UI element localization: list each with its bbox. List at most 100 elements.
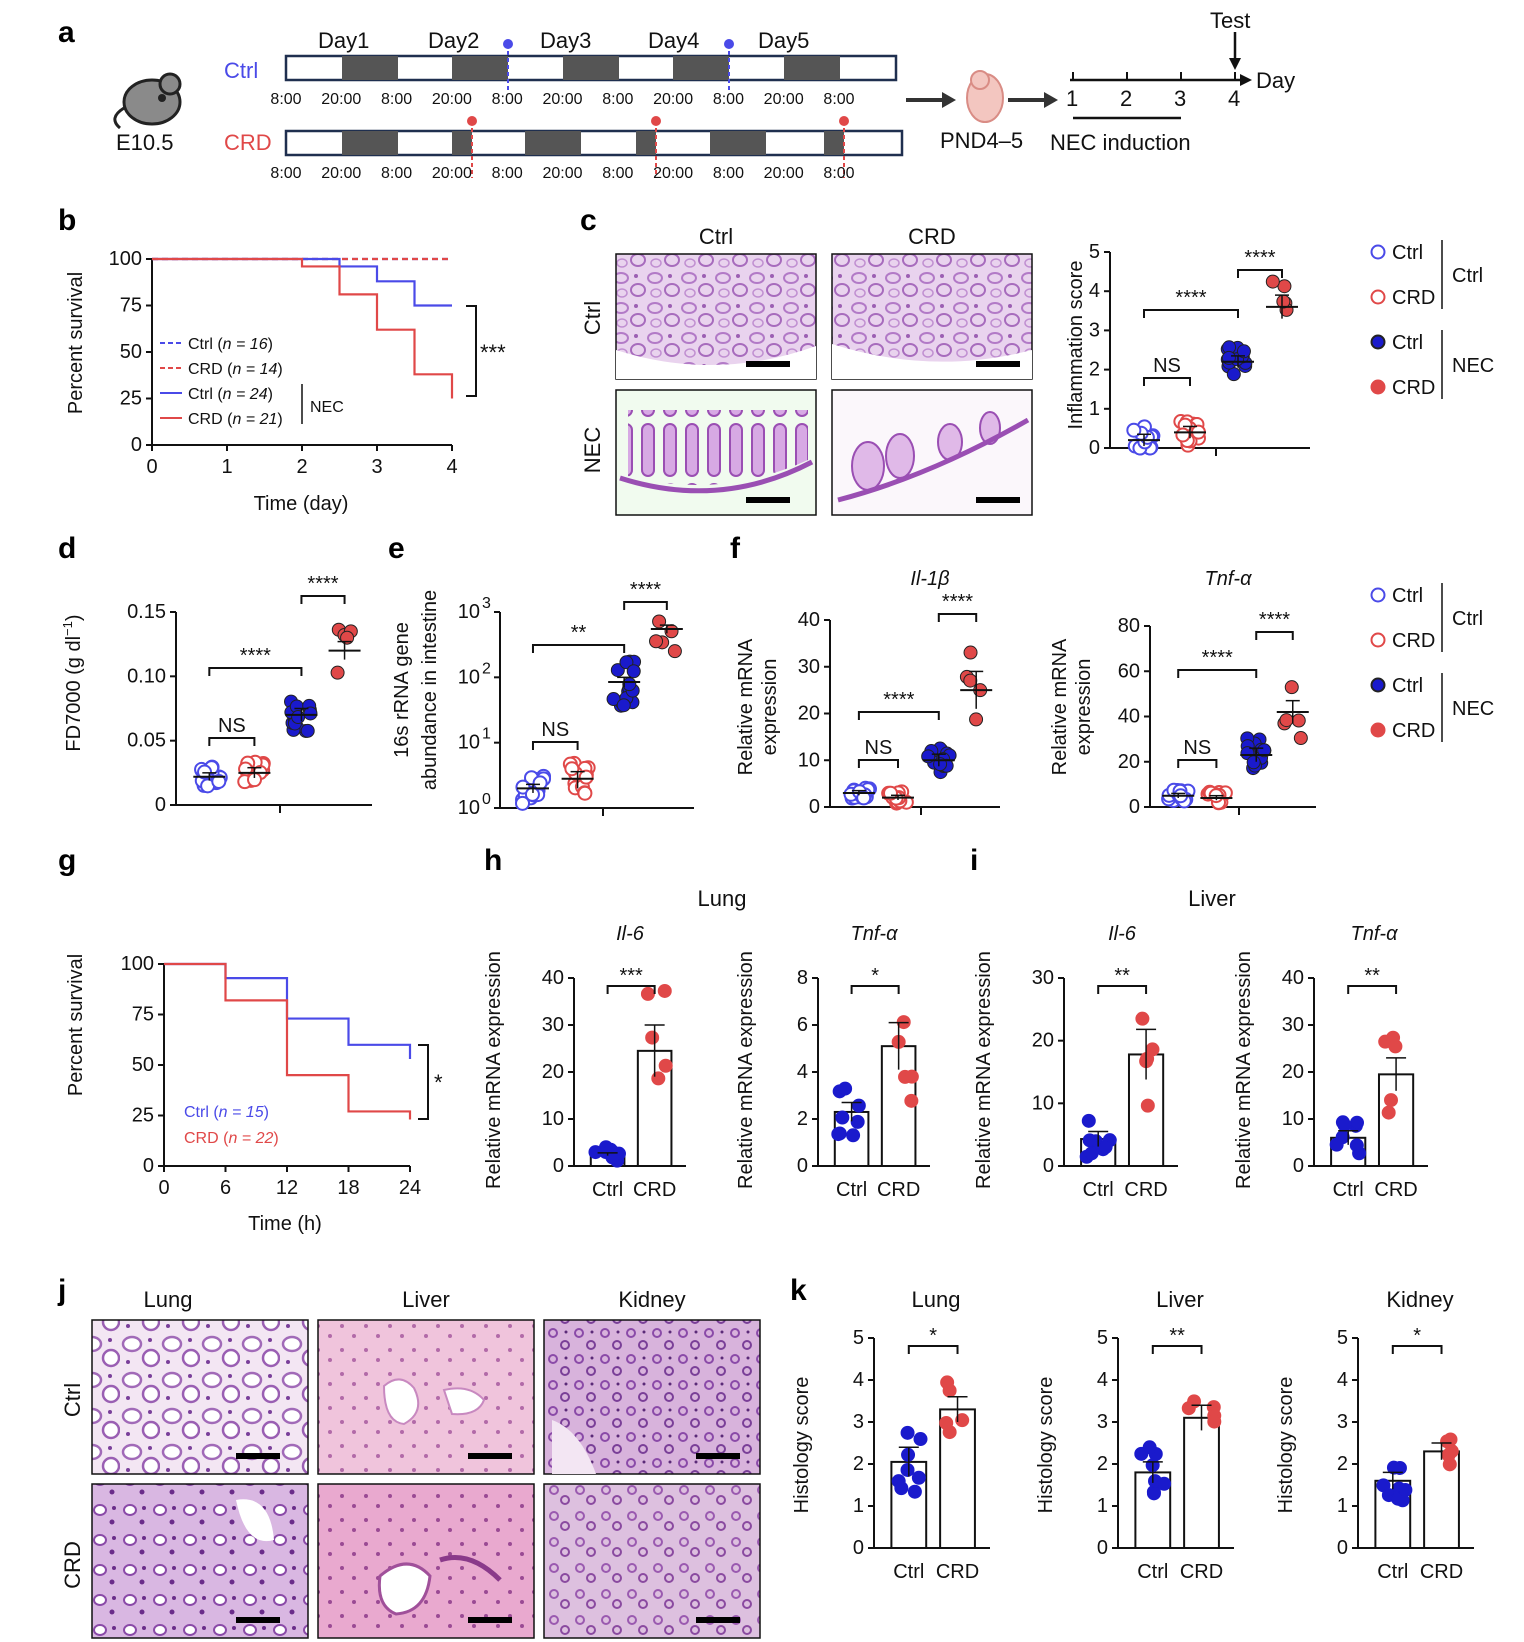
c-legend: Ctrl CRD Ctrl CRD Ctrl NEC [1370,240,1494,399]
k3-ylabel: Histology score [1275,1377,1297,1514]
f1-sig-bracket-ns [857,759,899,768]
f-legend: Ctrl CRD Ctrl CRD Ctrl NEC [1370,583,1494,742]
i2-dot [1388,1039,1403,1054]
d-dot [197,764,213,780]
crd-time-label: 8:00 [713,165,744,182]
f-title-il1b: Il-1β [910,568,949,590]
e-sig-mid: ** [571,622,587,644]
timeline-day-label: Day [1256,68,1295,93]
b-legend-1-name: CRD [188,361,223,378]
h2-dot [838,1081,853,1096]
d-sig-bracket-top [300,595,346,604]
d-ylabel-sup: −1 [60,621,75,636]
k1-y-tick-label: 3 [853,1411,864,1433]
crd-time-label: 20:00 [764,165,804,182]
b-x-tick-label: 1 [221,456,232,478]
f1-sig-mid: **** [883,689,914,711]
crd-dark-5 [710,131,766,155]
ctrl-time-label: 8:00 [270,91,301,108]
k1-x-tick-label: CRD [936,1561,979,1583]
f1-dot [963,673,978,688]
i1-dot [1084,1146,1099,1161]
h2-sig: * [871,965,879,987]
e-y-tick-exp: 1 [482,726,491,743]
d-sig-mid: **** [240,645,271,667]
e-dot [564,761,580,777]
e-sig-bracket-top [623,601,668,610]
c-image-ctrl-ctrl [615,253,817,380]
ctrl-time-label: 8:00 [492,91,523,108]
j-row-ctrl: Ctrl [60,1383,85,1417]
panel-i: Liver Il-6 Tnf-α Relative mRNA expressio… [973,886,1428,1201]
day-label-1: Day1 [318,28,369,53]
g-series-line-1 [164,962,412,1120]
c-legend-marker [1370,334,1386,350]
f2-dot [1279,713,1294,728]
h2-dot [904,1069,919,1084]
f1-sig-ns: NS [865,737,893,759]
k1-x-tick-label: Ctrl [893,1561,924,1583]
f2-sig-top: **** [1259,609,1290,631]
f1-y-tick-label: 0 [809,796,820,818]
k3-y-tick-label: 3 [1337,1411,1348,1433]
g-legend-0-n: n = 15 [219,1104,264,1121]
f-legend-group: NEC [1452,698,1494,720]
day-label-4: Day4 [648,28,699,53]
f2-sig-bracket-top [1255,631,1294,640]
k1-y-tick-label: 1 [853,1495,864,1517]
ctrl-time-label: 20:00 [764,91,804,108]
crd-time-label: 8:00 [270,165,301,182]
i1-x-tick-label: Ctrl [1083,1179,1114,1201]
panel-a: E10.5 Day1 Day2 Day3 Day4 Day5 Ctrl CRD … [113,8,1295,182]
nec-induction-label: NEC induction [1050,130,1191,155]
f-legend-group: Ctrl [1452,608,1483,630]
c-sig-ns: NS [1153,355,1181,377]
f2-dot [1291,713,1306,728]
e-y-tick-label: 10 [458,601,480,623]
j-col-liver: Liver [402,1287,450,1312]
e-ylabel-2: abundance in intestine [419,590,441,790]
e-dot [610,663,625,678]
c-dot [1226,367,1241,382]
crd-time-label: 20:00 [432,165,472,182]
c-legend-marker [1370,244,1386,260]
d-sig-bracket-mid [208,667,303,676]
k3-y-tick-label: 5 [1337,1327,1348,1349]
c-sig-bracket-mid [1143,309,1239,318]
j-image-kidney-ctrl [543,1319,761,1475]
d-dot [291,710,306,725]
e-dot [515,795,531,811]
ctrl-time-label: 8:00 [602,91,633,108]
h-title: Lung [698,886,747,911]
k1-y-tick-label: 5 [853,1327,864,1349]
k1-dot [942,1425,957,1440]
f-legend-marker [1370,722,1386,738]
h1-dot [657,983,672,998]
c-y-tick-label: 3 [1089,319,1100,341]
ctrl-dark-1 [342,56,398,80]
c-sig-bracket-top [1237,269,1283,278]
h2-y-tick-label: 6 [797,1014,808,1036]
c-dot [1175,427,1191,443]
e-sig-bracket-mid [531,644,626,653]
d-y-tick-label: 0.15 [127,601,166,623]
i1-dot [1140,1098,1155,1113]
b-xlabel: Time (day) [254,493,349,515]
e-dot [577,785,593,801]
f2-dot [1293,731,1308,746]
k2-dot [1207,1414,1222,1429]
crd-time-label: 20:00 [321,165,361,182]
d-sig-ns: NS [218,715,246,737]
h1-dot [640,986,655,1001]
c-y-tick-label: 1 [1089,398,1100,420]
panel-label-a: a [58,16,75,49]
f2-y-tick-label: 20 [1118,751,1140,773]
d-y-tick-label: 0.10 [127,665,166,687]
k-title-liver: Liver [1156,1287,1204,1312]
svg-text:CRD (n = 14): CRD (n = 14) [188,361,283,378]
b-x-tick-label: 0 [146,456,157,478]
f1-sig-bracket-mid [857,711,940,720]
i2-dot [1349,1138,1364,1153]
k2-y-tick-label: 2 [1097,1453,1108,1475]
i1-y-tick-label: 10 [1032,1092,1054,1114]
